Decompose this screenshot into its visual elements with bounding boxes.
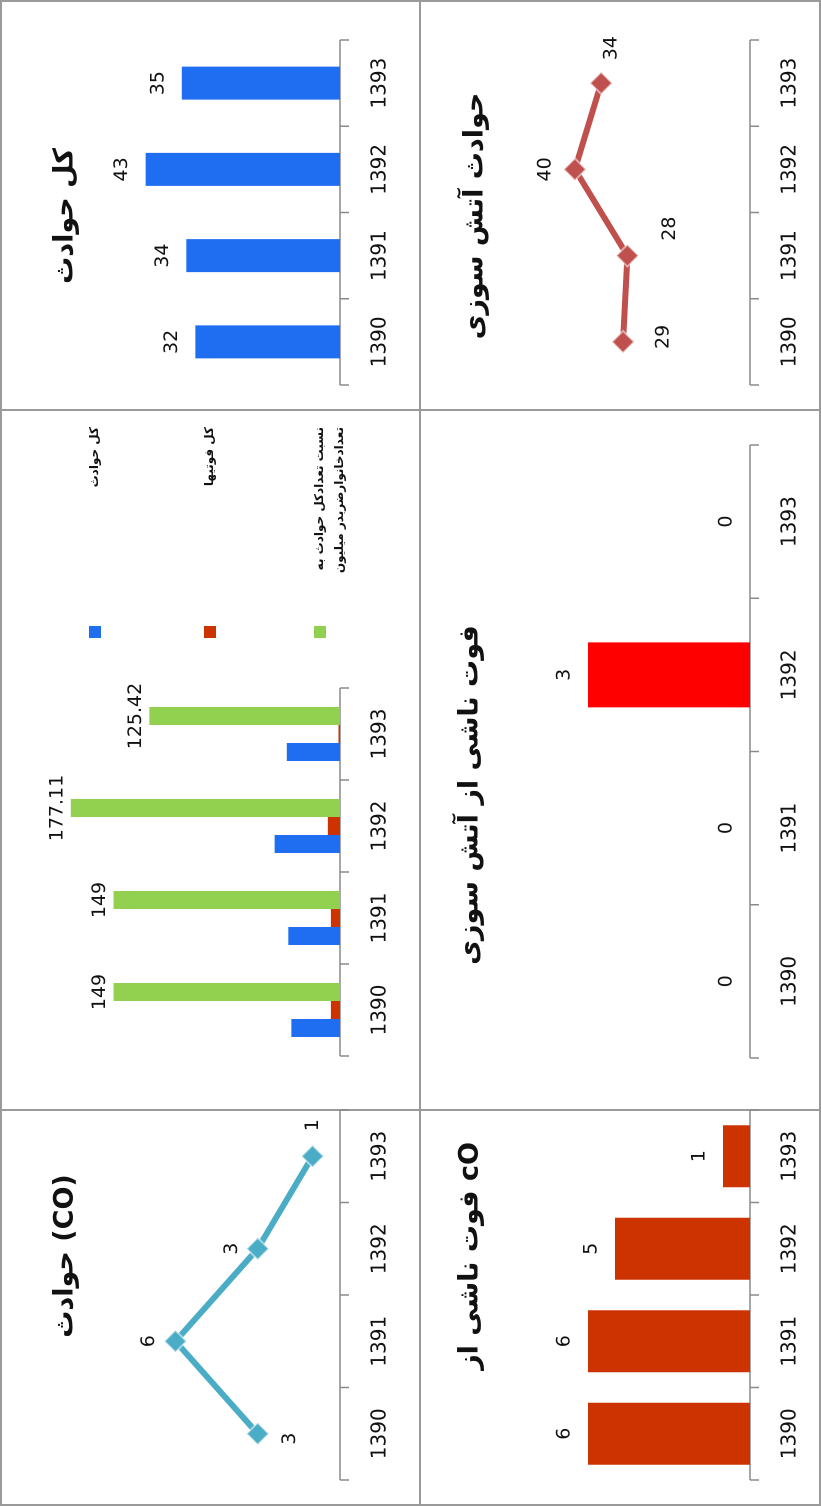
x-tick-label: 1392 bbox=[777, 649, 801, 700]
x-tick-label: 1392 bbox=[777, 1223, 801, 1274]
bar bbox=[327, 817, 340, 835]
x-tick-label: 1390 bbox=[777, 1408, 801, 1459]
data-label: 177.11 bbox=[45, 775, 67, 841]
data-label: 0 bbox=[715, 516, 737, 528]
legend-item: کل حوادث bbox=[87, 427, 101, 488]
x-tick-label: 1393 bbox=[777, 496, 801, 547]
bar bbox=[338, 725, 341, 743]
x-tick-label: 1391 bbox=[367, 1316, 391, 1367]
x-tick-label: 1393 bbox=[777, 58, 801, 109]
point-marker bbox=[588, 70, 614, 96]
bar bbox=[70, 799, 341, 817]
bar bbox=[149, 707, 340, 725]
chart-title: فوت ناشی از cO bbox=[454, 1142, 485, 1372]
legend-swatch bbox=[204, 626, 216, 638]
data-label: 0 bbox=[715, 975, 737, 987]
bar bbox=[615, 1217, 750, 1280]
bar bbox=[330, 909, 341, 927]
bar bbox=[186, 239, 340, 273]
chart-title: کل حوادث bbox=[49, 148, 80, 284]
bar bbox=[330, 1001, 341, 1019]
x-tick-label: 1392 bbox=[367, 1223, 391, 1274]
x-tick-label: 1393 bbox=[367, 1131, 391, 1182]
data-label: 3 bbox=[278, 1433, 300, 1445]
data-label: 125.42 bbox=[124, 683, 146, 749]
data-label: 6 bbox=[137, 1335, 159, 1347]
x-tick-label: 1390 bbox=[367, 985, 391, 1036]
x-tick-label: 1390 bbox=[777, 956, 801, 1007]
point-marker bbox=[562, 156, 588, 182]
data-label: 3 bbox=[220, 1243, 242, 1255]
bar bbox=[113, 983, 340, 1001]
data-label: 28 bbox=[658, 217, 680, 241]
x-tick-label: 1391 bbox=[777, 1316, 801, 1367]
legend-label: نسبت تعدادکل حوادث به تعدادخانوارضربدر م… bbox=[312, 427, 346, 574]
legend-label: کل فوتیها bbox=[202, 427, 216, 487]
point-marker bbox=[610, 329, 636, 355]
data-label: 1 bbox=[301, 1119, 323, 1131]
bar bbox=[195, 325, 340, 359]
data-label: 1 bbox=[688, 1150, 710, 1162]
bar bbox=[288, 927, 341, 945]
x-tick-label: 1392 bbox=[367, 144, 391, 195]
bar bbox=[274, 835, 341, 853]
data-label: 6 bbox=[553, 1335, 575, 1347]
data-label: 35 bbox=[146, 71, 168, 95]
data-label: 34 bbox=[151, 244, 173, 268]
bar bbox=[588, 1402, 750, 1465]
x-tick-label: 1392 bbox=[367, 801, 391, 852]
bar bbox=[286, 743, 340, 761]
data-label: 40 bbox=[533, 157, 555, 181]
legend-item: نسبت تعدادکل حوادث به تعدادخانوارضربدر م… bbox=[312, 427, 346, 574]
legend-item: کل فوتیها bbox=[202, 427, 216, 487]
x-tick-label: 1390 bbox=[777, 316, 801, 367]
x-tick-label: 1391 bbox=[367, 230, 391, 281]
bar bbox=[113, 891, 340, 909]
point-marker bbox=[163, 1328, 188, 1354]
bar bbox=[588, 642, 750, 708]
chart-title: حوادث آتش سوزی bbox=[457, 93, 490, 340]
point-marker bbox=[245, 1421, 271, 1447]
x-tick-label: 1391 bbox=[777, 230, 801, 281]
data-label: 32 bbox=[160, 330, 182, 354]
data-label: 3 bbox=[553, 669, 575, 681]
data-label: 6 bbox=[553, 1428, 575, 1440]
legend-label: کل حوادث bbox=[87, 427, 101, 488]
point-marker bbox=[300, 1143, 325, 1169]
chart-title: حوادث (CO) bbox=[49, 1174, 80, 1338]
data-label: 43 bbox=[110, 157, 132, 181]
legend-swatch bbox=[314, 626, 326, 638]
x-tick-label: 1391 bbox=[777, 803, 801, 854]
x-tick-label: 1393 bbox=[367, 709, 391, 760]
data-label: 29 bbox=[652, 325, 674, 349]
bar bbox=[181, 66, 340, 100]
x-tick-label: 1391 bbox=[367, 893, 391, 944]
data-label: 34 bbox=[600, 36, 622, 60]
chart-title: فوت ناشی از آتش سوزی bbox=[452, 625, 485, 965]
line bbox=[571, 82, 631, 343]
point-marker bbox=[615, 243, 640, 269]
x-tick-label: 1390 bbox=[367, 1408, 391, 1459]
x-tick-label: 1392 bbox=[777, 144, 801, 195]
bar bbox=[588, 1310, 750, 1373]
x-tick-label: 1390 bbox=[367, 316, 391, 367]
data-label: 149 bbox=[88, 974, 110, 1010]
bar bbox=[145, 152, 340, 186]
legend-swatch bbox=[89, 626, 101, 638]
data-label: 0 bbox=[715, 822, 737, 834]
data-label: 5 bbox=[580, 1243, 602, 1255]
x-tick-label: 1393 bbox=[777, 1131, 801, 1182]
bar bbox=[723, 1125, 750, 1188]
bar bbox=[291, 1019, 340, 1037]
line bbox=[172, 1154, 316, 1436]
point-marker bbox=[245, 1236, 271, 1262]
data-label: 149 bbox=[88, 882, 110, 918]
x-tick-label: 1393 bbox=[367, 58, 391, 109]
